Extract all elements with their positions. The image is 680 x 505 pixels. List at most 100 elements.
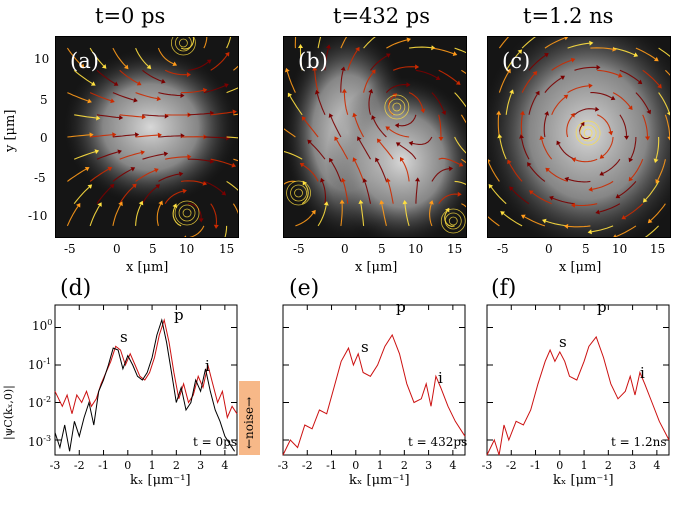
streamline-arrow xyxy=(588,83,593,89)
peak-label-i: i xyxy=(205,357,210,375)
x-axis-label-b: x [μm] xyxy=(355,260,398,275)
streamline xyxy=(404,203,410,227)
streamline xyxy=(135,204,142,226)
streamline-arrow xyxy=(87,98,92,104)
streamline-arrow xyxy=(455,80,461,85)
streamline-arrow xyxy=(358,199,364,205)
streamline-arrow xyxy=(621,214,627,220)
streamline-arrow xyxy=(184,235,187,237)
x-tick: 5 xyxy=(582,242,590,256)
streamline xyxy=(438,69,458,83)
streamline xyxy=(630,158,644,179)
streamline xyxy=(233,158,238,162)
x-tick-label: 1 xyxy=(377,459,384,472)
streamline-arrow xyxy=(564,176,569,182)
streamline-arrow xyxy=(154,168,159,173)
spectrum-series-red xyxy=(486,335,670,456)
streamline xyxy=(112,168,132,182)
streamline xyxy=(597,69,620,76)
streamline-arrow xyxy=(232,109,237,115)
streamline-arrow xyxy=(541,218,547,224)
streamline-arrow xyxy=(666,111,670,116)
streamline xyxy=(528,54,546,71)
streamline-arrow xyxy=(87,184,93,189)
streamline xyxy=(590,92,613,99)
streamline-arrow xyxy=(406,37,412,43)
streamline xyxy=(67,168,87,182)
x-tick-label: 4 xyxy=(449,459,456,472)
streamline xyxy=(544,77,562,93)
streamline xyxy=(210,54,228,71)
streamline xyxy=(210,111,233,116)
streamline-arrow xyxy=(320,177,325,183)
streamline xyxy=(142,186,158,204)
streamline xyxy=(575,158,598,163)
peak-label-s: s xyxy=(361,338,369,356)
streamline xyxy=(461,69,466,75)
vortex-ring xyxy=(178,204,196,222)
streamline-arrow xyxy=(667,136,670,141)
streamline-arrow xyxy=(375,157,380,163)
streamline-arrow xyxy=(657,83,662,89)
streamline xyxy=(508,162,523,182)
streamline-arrow xyxy=(107,166,113,172)
vortex-ring xyxy=(388,98,406,116)
panel-label-a: (a) xyxy=(70,49,99,73)
title-a: t=0 ps xyxy=(95,4,166,28)
streamline xyxy=(135,47,149,67)
streamline xyxy=(644,225,659,237)
streamline-arrow xyxy=(535,90,540,96)
title-c: t=1.2 ns xyxy=(523,4,614,28)
streamline-arrow xyxy=(352,112,358,118)
spectrum-x-label-f: kₓ [μm⁻¹] xyxy=(553,473,614,488)
streamline-arrow xyxy=(580,121,585,127)
x-tick-label: 2 xyxy=(401,459,408,472)
streamline xyxy=(187,112,211,116)
streamline-arrow xyxy=(96,115,101,121)
streamline xyxy=(164,69,187,76)
x-tick-label: -1 xyxy=(326,459,337,472)
streamline-arrow xyxy=(325,44,331,49)
streamline-arrow xyxy=(113,81,119,86)
streamline-arrow xyxy=(589,40,594,46)
streamline xyxy=(203,37,208,49)
streamline xyxy=(490,186,507,205)
y-tick-exp: 0 xyxy=(47,318,53,327)
streamline xyxy=(203,85,226,94)
streamline xyxy=(330,116,342,138)
streamline xyxy=(119,186,135,204)
streamline xyxy=(612,47,635,56)
streamline xyxy=(289,95,303,116)
streamline-arrow xyxy=(340,177,346,183)
streamline xyxy=(210,158,233,166)
streamline-arrow xyxy=(519,134,524,139)
streamline xyxy=(340,203,343,226)
streamline xyxy=(381,203,387,227)
streamline xyxy=(602,158,621,174)
streamline-arrow xyxy=(163,151,169,157)
plot-frame xyxy=(282,304,466,456)
streamline xyxy=(650,203,666,221)
panel-label-f: (f) xyxy=(491,276,517,301)
streamline-arrow xyxy=(458,162,464,167)
plot-frame xyxy=(54,304,238,456)
streamline xyxy=(645,181,660,200)
streamline xyxy=(67,92,89,102)
streamline-arrow xyxy=(594,106,600,112)
streamline-arrow xyxy=(645,136,651,141)
streamline-arrow xyxy=(76,202,81,208)
streamline-arrow xyxy=(213,224,219,229)
streamline-arrow xyxy=(402,199,408,205)
streamline xyxy=(415,181,419,204)
streamline xyxy=(363,72,374,93)
streamline xyxy=(505,51,520,71)
streamline-arrow xyxy=(435,75,441,80)
streamline-arrow xyxy=(496,110,502,115)
streamline xyxy=(165,156,188,160)
y-tick: 10 xyxy=(34,52,50,66)
streamline xyxy=(551,96,566,116)
streamline-arrow xyxy=(157,132,162,138)
streamline-arrow xyxy=(509,89,514,94)
streamline xyxy=(599,203,621,213)
streamline-arrow xyxy=(556,140,561,146)
